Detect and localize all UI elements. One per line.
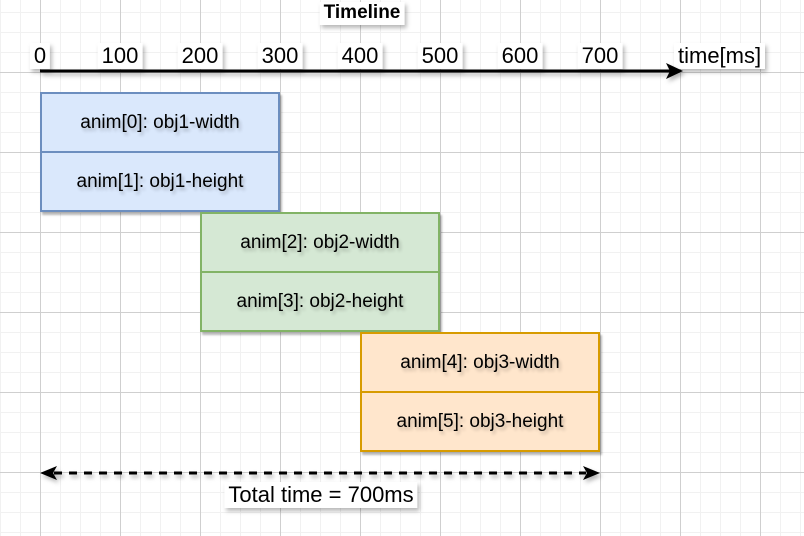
anim-bar-3: anim[3]: obj2-height [202,271,438,330]
anim-bar-1: anim[1]: obj1-height [42,151,278,210]
axis-tick-600: 600 [497,43,543,70]
total-duration-arrow [40,466,600,480]
axis-tick-700: 700 [577,43,623,70]
axis-unit-label: time[ms] [674,43,766,70]
anim-bar-5: anim[5]: obj3-height [362,391,598,450]
axis-tick-300: 300 [257,43,303,70]
total-time-label: Total time = 700ms [224,482,418,509]
anim-bar-3-label: anim[3]: obj2-height [236,290,404,312]
arrowhead-right-icon [583,466,600,480]
axis-tick-400: 400 [337,43,383,70]
anim-bar-4: anim[4]: obj3-width [362,334,598,391]
anim-bar-5-label: anim[5]: obj3-height [396,410,564,432]
track-obj3: anim[4]: obj3-width anim[5]: obj3-height [360,332,600,452]
anim-bar-2: anim[2]: obj2-width [202,214,438,271]
axis-tick-0: 0 [29,43,51,70]
diagram-title: Timeline [319,2,405,25]
axis-tick-100: 100 [97,43,143,70]
axis-arrowhead-icon [666,63,683,79]
anim-bar-0-label: anim[0]: obj1-width [80,111,240,133]
anim-bar-0: anim[0]: obj1-width [42,94,278,151]
timeline-axis [40,63,683,79]
anim-bar-2-label: anim[2]: obj2-width [240,231,400,253]
arrowhead-left-icon [40,466,57,480]
track-obj1: anim[0]: obj1-width anim[1]: obj1-height [40,92,280,212]
axis-tick-200: 200 [177,43,223,70]
axis-tick-500: 500 [417,43,463,70]
anim-bar-4-label: anim[4]: obj3-width [400,351,560,373]
track-obj2: anim[2]: obj2-width anim[3]: obj2-height [200,212,440,332]
anim-bar-1-label: anim[1]: obj1-height [76,170,244,192]
